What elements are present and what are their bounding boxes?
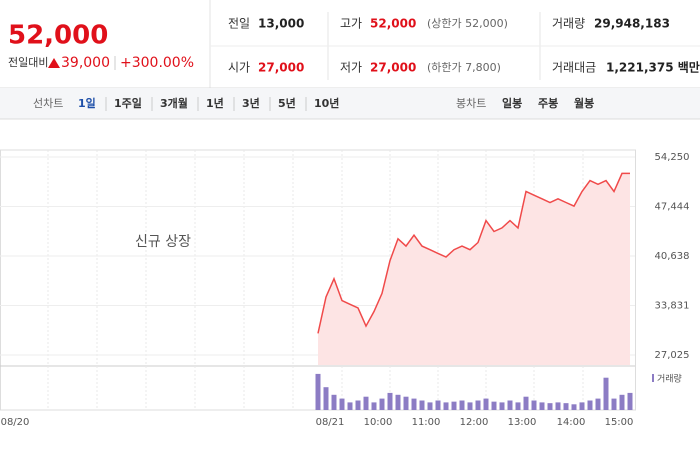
volume-bar <box>395 394 401 410</box>
tab-label: 봉차트 <box>456 97 486 110</box>
volume-bar <box>627 392 633 410</box>
legend-swatch <box>652 374 654 382</box>
volume-bar <box>355 400 361 410</box>
volume-bar <box>427 402 433 410</box>
stat-value: 52,000 <box>370 17 416 31</box>
volume-bar <box>531 400 537 410</box>
stat-label: 고가 <box>340 17 362 31</box>
volume-bar <box>363 396 369 410</box>
volume-bar <box>523 396 529 410</box>
volume-bar <box>587 400 593 410</box>
y-tick-label: 47,444 <box>655 201 690 212</box>
volume-bar <box>467 402 473 410</box>
y-tick-label: 33,831 <box>655 301 690 312</box>
period-tab[interactable]: 3년 <box>242 96 260 110</box>
x-tick-label: 08/21 <box>316 417 345 428</box>
stat-label: 전일 <box>228 17 250 31</box>
stat-note: (상한가 52,000) <box>427 17 508 30</box>
volume-bar <box>331 394 337 410</box>
volume-bar <box>563 403 569 410</box>
volume-bar <box>507 400 513 410</box>
stat-label: 거래량 <box>552 17 585 31</box>
x-tick-label: 14:00 <box>557 417 586 428</box>
volume-bar <box>411 398 417 410</box>
volume-bar <box>419 400 425 410</box>
annotation: 신규 상장 <box>135 234 191 250</box>
volume-bar <box>619 394 625 410</box>
x-tick-label: 10:00 <box>364 417 393 428</box>
period-tab[interactable]: 3개월 <box>160 96 188 110</box>
tab-label: 선차트 <box>33 97 63 110</box>
period-tab[interactable]: 1주일 <box>114 96 142 110</box>
period-tab[interactable]: 1일 <box>78 96 96 110</box>
volume-bar <box>571 404 577 410</box>
stat-value: 13,000 <box>258 17 304 31</box>
volume-bar <box>323 387 329 410</box>
volume-bar <box>315 373 321 410</box>
stat-label: 저가 <box>340 61 362 75</box>
volume-bar <box>451 401 457 410</box>
price: 52,000 <box>8 21 108 51</box>
y-tick-label: 27,025 <box>655 350 690 361</box>
volume-bar <box>539 402 545 410</box>
volume-bar <box>515 402 521 410</box>
volume-bar <box>611 398 617 410</box>
volume-bar <box>339 398 345 410</box>
candle-tab[interactable]: 주봉 <box>538 97 558 110</box>
volume-bar <box>435 400 441 410</box>
volume-bar <box>371 402 377 410</box>
header-bg <box>0 0 700 88</box>
period-tab[interactable]: 10년 <box>314 96 339 110</box>
stat-value: 27,000 <box>370 61 416 75</box>
legend-label: 거래량 <box>657 373 682 385</box>
volume-bar <box>603 377 609 410</box>
volume-bar <box>379 398 385 410</box>
x-tick-label: 12:00 <box>460 417 489 428</box>
stat-note: (하한가 7,800) <box>427 60 501 74</box>
area <box>318 173 630 365</box>
x-tick-label: 15:00 <box>605 417 634 428</box>
x-tick-label: 13:00 <box>508 417 537 428</box>
volume-bar <box>443 402 449 410</box>
volume-bar <box>483 398 489 410</box>
volume-bar <box>459 400 465 410</box>
toolbar-bg <box>0 88 700 119</box>
price-line <box>317 172 630 334</box>
volume-bar <box>347 402 353 410</box>
stat-value: 27,000 <box>258 61 304 75</box>
up-arrow <box>48 58 60 68</box>
volume-bar <box>595 398 601 410</box>
volume-bar <box>491 401 497 410</box>
volume-bar <box>403 396 409 410</box>
volume-bar <box>579 402 585 410</box>
volume-bar <box>475 400 481 410</box>
y-tick-label: 40,638 <box>655 251 690 262</box>
change-label: 전일대비 <box>8 55 48 69</box>
volume-bar <box>499 402 505 410</box>
x-tick-label: 08/20 <box>1 417 30 428</box>
y-tick-label: 54,250 <box>655 152 690 163</box>
volume-bar <box>555 402 561 410</box>
change: 39,000 <box>61 55 110 71</box>
candle-tab[interactable]: 월봉 <box>574 96 594 110</box>
x-tick-label: 11:00 <box>412 417 441 428</box>
stat-label: 거래대금 <box>552 61 596 75</box>
stat-label: 시가 <box>228 61 250 75</box>
change-pct: +300.00% <box>120 55 194 71</box>
stat-value: 29,948,183 <box>594 17 670 31</box>
candle-tab[interactable]: 일봉 <box>502 96 522 110</box>
period-tab[interactable]: 5년 <box>278 96 296 110</box>
volume-bar <box>387 392 393 410</box>
stat-value: 1,221,375 백만 <box>606 60 700 75</box>
period-tab[interactable]: 1년 <box>206 96 224 110</box>
volume-bar <box>547 403 553 410</box>
